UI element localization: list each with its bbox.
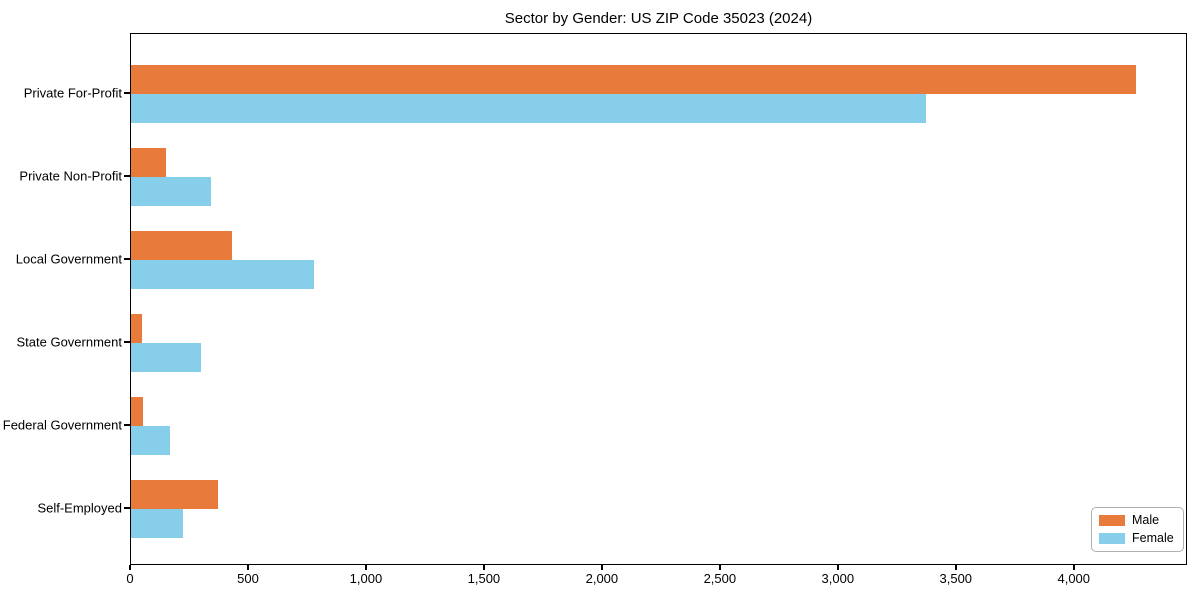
x-tick-mark (247, 565, 249, 570)
x-tick-label: 0 (126, 571, 134, 586)
x-tick-label: 1,500 (467, 571, 501, 586)
bar-male-1 (131, 148, 167, 177)
legend-swatch-female (1099, 533, 1125, 544)
y-tick-mark (124, 341, 130, 343)
y-tick-mark (124, 175, 130, 177)
y-tick-label: Self-Employed (37, 500, 122, 516)
y-tick-label: Private Non-Profit (19, 168, 122, 184)
x-tick-mark (365, 565, 367, 570)
x-tick-label: 3,000 (821, 571, 855, 586)
x-tick-label: 3,500 (939, 571, 973, 586)
bar-female-1 (131, 177, 212, 206)
bar-male-4 (131, 397, 143, 426)
chart-title: Sector by Gender: US ZIP Code 35023 (202… (504, 10, 813, 27)
bar-male-2 (131, 231, 233, 260)
legend: Male Female (1091, 507, 1184, 552)
legend-swatch-male (1099, 515, 1125, 526)
x-tick-mark (601, 565, 603, 570)
legend-item-male: Male (1099, 514, 1174, 527)
y-tick-label: Local Government (15, 251, 122, 267)
x-tick-label: 4,000 (1057, 571, 1091, 586)
bar-male-0 (131, 65, 1137, 94)
bar-female-0 (131, 94, 927, 123)
x-tick-mark (837, 565, 839, 570)
bar-female-2 (131, 260, 314, 289)
legend-item-female: Female (1099, 532, 1174, 545)
x-tick-mark (1073, 565, 1075, 570)
bar-male-3 (131, 314, 142, 343)
x-tick-label: 2,500 (703, 571, 737, 586)
x-tick-mark (719, 565, 721, 570)
legend-label: Female (1132, 531, 1174, 545)
bar-female-5 (131, 509, 183, 538)
y-tick-mark (124, 507, 130, 509)
x-tick-label: 2,000 (585, 571, 619, 586)
bar-female-3 (131, 343, 201, 372)
y-tick-label: State Government (16, 334, 123, 350)
y-tick-mark (124, 258, 130, 260)
x-tick-label: 500 (237, 571, 259, 586)
y-tick-mark (124, 424, 130, 426)
x-tick-mark (955, 565, 957, 570)
y-tick-mark (124, 92, 130, 94)
bar-female-4 (131, 426, 170, 455)
plot-area (130, 33, 1187, 565)
y-tick-label: Federal Government (2, 417, 122, 433)
y-tick-label: Private For-Profit (23, 85, 122, 101)
x-tick-mark (129, 565, 131, 570)
x-tick-mark (483, 565, 485, 570)
x-tick-label: 1,000 (349, 571, 383, 586)
bar-male-5 (131, 480, 219, 509)
legend-label: Male (1132, 513, 1160, 527)
